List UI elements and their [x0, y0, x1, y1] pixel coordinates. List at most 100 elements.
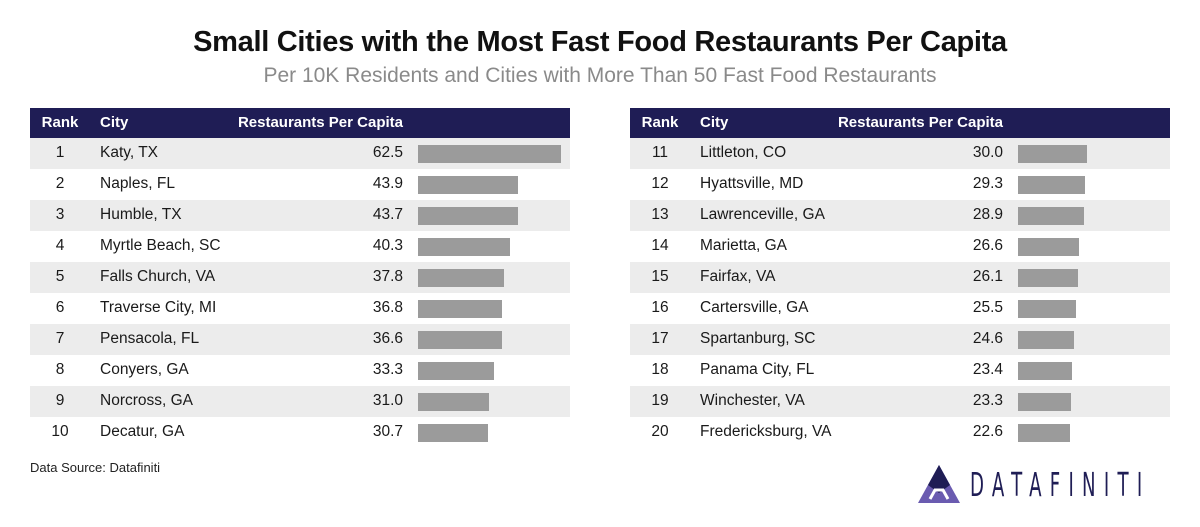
value-cell: 37.8	[372, 268, 403, 285]
table-row: 18 Panama City, FL 23.4	[630, 355, 1170, 386]
table-row: 4 Myrtle Beach, SC 40.3	[30, 231, 570, 262]
rank-cell: 9	[55, 392, 65, 409]
header-city: City	[700, 114, 729, 131]
chart-subtitle: Per 10K Residents and Cities with More T…	[263, 64, 937, 87]
table-row: 10 Decatur, GA 30.7	[30, 417, 570, 448]
ranking-table-right: Rank City Restaurants Per Capita 11 Littleto…	[630, 108, 1170, 448]
city-cell: Naples, FL	[100, 175, 175, 192]
value-cell: 26.1	[972, 268, 1003, 285]
value-bar	[1018, 362, 1072, 380]
rank-cell: 1	[55, 144, 65, 161]
city-cell: Spartanburg, SC	[700, 330, 816, 347]
value-cell: 30.0	[972, 144, 1003, 161]
table-row: 13 Lawrenceville, GA 28.9	[630, 200, 1170, 231]
city-cell: Katy, TX	[100, 144, 159, 161]
data-source: Data Source: Datafiniti	[30, 460, 161, 475]
value-cell: 30.7	[372, 423, 403, 440]
value-cell: 23.3	[972, 392, 1003, 409]
city-cell: Myrtle Beach, SC	[100, 237, 221, 254]
table-row: 5 Falls Church, VA 37.8	[30, 262, 570, 293]
value-cell: 26.6	[972, 237, 1003, 254]
table-row: 9 Norcross, GA 31.0	[30, 386, 570, 417]
value-cell: 28.9	[972, 206, 1003, 223]
value-cell: 22.6	[972, 423, 1003, 440]
value-bar	[1018, 424, 1070, 442]
value-cell: 25.5	[972, 299, 1003, 316]
header-value: Restaurants Per Capita	[837, 114, 1003, 131]
table-row: 6 Traverse City, MI 36.8	[30, 293, 570, 324]
city-cell: Norcross, GA	[100, 392, 194, 409]
city-cell: Hyattsville, MD	[700, 175, 804, 192]
value-bar	[418, 238, 511, 256]
value-cell: 23.4	[972, 361, 1003, 378]
table-header: Rank City Restaurants Per Capita	[30, 108, 570, 138]
table-row: 11 Littleton, CO 30.0	[630, 138, 1170, 169]
value-cell: 43.9	[372, 175, 403, 192]
value-cell: 24.6	[972, 330, 1003, 347]
value-bar	[1018, 393, 1072, 411]
table-row: 19 Winchester, VA 23.3	[630, 386, 1170, 417]
table-row: 14 Marietta, GA 26.6	[630, 231, 1170, 262]
rank-cell: 14	[651, 237, 669, 254]
value-cell: 33.3	[372, 361, 403, 378]
city-cell: Fredericksburg, VA	[700, 423, 832, 440]
rank-cell: 17	[651, 330, 669, 347]
rank-cell: 2	[55, 175, 65, 192]
value-bar	[418, 362, 495, 380]
table-row: 20 Fredericksburg, VA 22.6	[630, 417, 1170, 448]
value-bar	[418, 300, 503, 318]
rank-cell: 19	[651, 392, 669, 409]
rank-cell: 16	[651, 299, 669, 316]
table-header: Rank City Restaurants Per Capita	[630, 108, 1170, 138]
value-bar	[418, 393, 489, 411]
city-cell: Pensacola, FL	[100, 330, 200, 347]
table-row: 12 Hyattsville, MD 29.3	[630, 169, 1170, 200]
table-body: 1 Katy, TX 62.5 2 Naples, FL 43.9 3 Humble, TX 4…	[30, 138, 570, 448]
city-cell: Cartersville, GA	[700, 299, 809, 316]
value-cell: 62.5	[372, 144, 403, 161]
table-row: 1 Katy, TX 62.5	[30, 138, 570, 169]
table-row: 2 Naples, FL 43.9	[30, 169, 570, 200]
rank-cell: 18	[651, 361, 669, 378]
city-cell: Panama City, FL	[700, 361, 815, 378]
city-cell: Winchester, VA	[700, 392, 805, 409]
value-bar	[1018, 145, 1087, 163]
value-cell: 36.8	[372, 299, 403, 316]
value-cell: 31.0	[372, 392, 403, 409]
value-cell: 40.3	[372, 237, 403, 254]
rank-cell: 13	[651, 206, 669, 223]
value-bar	[1018, 238, 1079, 256]
value-bar	[418, 424, 489, 442]
table-row: 3 Humble, TX 43.7	[30, 200, 570, 231]
city-cell: Falls Church, VA	[100, 268, 216, 285]
city-cell: Conyers, GA	[100, 361, 189, 378]
datafiniti-logo-icon	[918, 465, 960, 503]
value-bar	[418, 145, 561, 163]
city-cell: Humble, TX	[100, 206, 182, 223]
rank-cell: 11	[651, 144, 669, 161]
value-bar	[1018, 176, 1086, 194]
rank-cell: 3	[55, 206, 65, 223]
city-cell: Traverse City, MI	[100, 299, 217, 316]
rank-cell: 6	[55, 299, 65, 316]
value-cell: 43.7	[372, 206, 403, 223]
table-row: 17 Spartanburg, SC 24.6	[630, 324, 1170, 355]
header-rank: Rank	[641, 114, 679, 131]
header-city: City	[100, 114, 129, 131]
rank-cell: 12	[651, 175, 669, 192]
table-body: 11 Littleton, CO 30.0 12 Hyattsville, MD 29.3…	[630, 138, 1170, 448]
table-row: 16 Cartersville, GA 25.5	[630, 293, 1170, 324]
city-cell: Littleton, CO	[700, 144, 787, 161]
city-cell: Fairfax, VA	[700, 268, 776, 285]
header-rank: Rank	[41, 114, 79, 131]
table-row: 7 Pensacola, FL 36.6	[30, 324, 570, 355]
rank-cell: 10	[51, 423, 69, 440]
value-bar	[418, 207, 518, 225]
logo-text: DATAFINITI	[970, 464, 1151, 504]
table-row: 15 Fairfax, VA 26.1	[630, 262, 1170, 293]
table-row: 8 Conyers, GA 33.3	[30, 355, 570, 386]
rank-cell: 7	[55, 330, 65, 347]
value-bar	[1018, 269, 1078, 287]
rank-cell: 15	[651, 268, 669, 285]
value-bar	[1018, 300, 1077, 318]
